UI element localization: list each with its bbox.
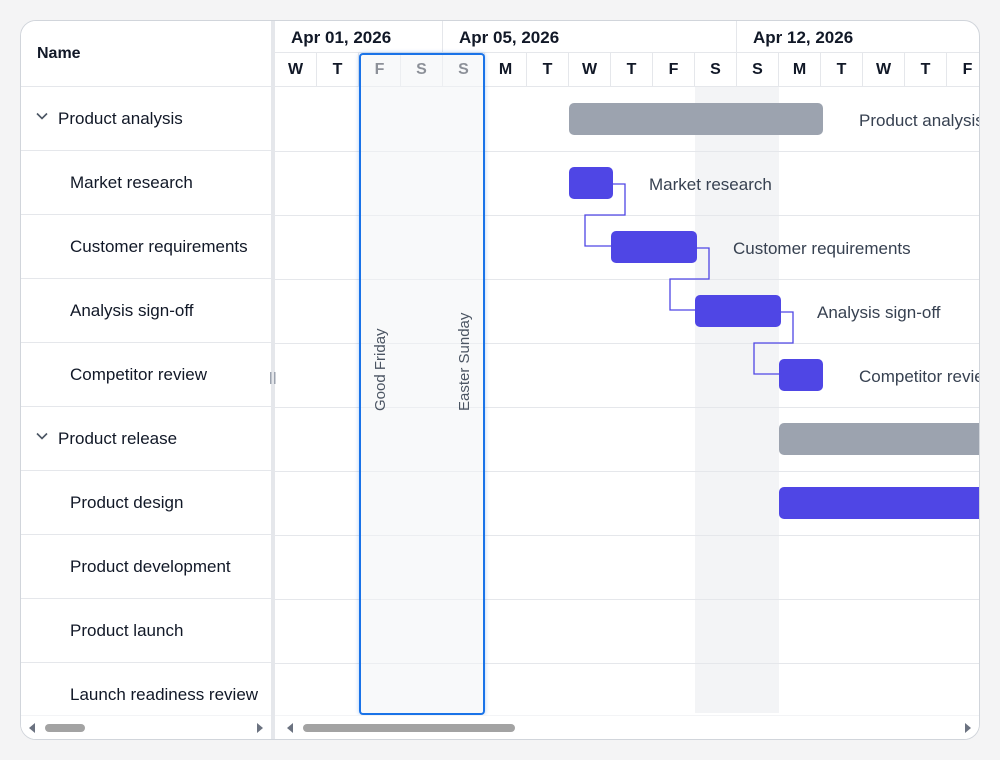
row-separator: [275, 471, 979, 472]
chevron-down-icon[interactable]: [35, 109, 49, 123]
chevron-down-icon[interactable]: [35, 429, 49, 443]
scroll-right-arrow-icon[interactable]: [965, 723, 971, 733]
gantt-chart: Name Product analysis Market research Cu…: [20, 20, 980, 740]
summary-bar-product-analysis[interactable]: [569, 103, 823, 135]
grid-scroll-thumb[interactable]: [45, 724, 85, 732]
grid-row-product-analysis[interactable]: Product analysis: [21, 87, 271, 151]
grid-horizontal-scrollbar[interactable]: [21, 715, 271, 739]
grid-row-product-release[interactable]: Product release: [21, 407, 271, 471]
task-name: Product development: [70, 557, 231, 576]
task-name: Analysis sign-off: [70, 301, 194, 320]
task-bar-analysis-sign-off[interactable]: [695, 295, 781, 327]
day-header: W: [863, 53, 905, 87]
bar-label: Analysis sign-off: [817, 303, 941, 322]
row-separator: [275, 535, 979, 536]
task-bar-competitor-review[interactable]: [779, 359, 823, 391]
column-header-name[interactable]: Name: [21, 21, 271, 87]
day-header: M: [485, 53, 527, 87]
scroll-left-arrow-icon[interactable]: [29, 723, 35, 733]
dependency-link[interactable]: [584, 183, 626, 247]
grid-row[interactable]: Launch readiness review: [21, 663, 271, 727]
task-name: Product design: [70, 493, 184, 512]
day-header: T: [821, 53, 863, 87]
week-label: Apr 12, 2026: [753, 28, 854, 47]
dependency-link[interactable]: [669, 247, 710, 311]
scroll-right-arrow-icon[interactable]: [257, 723, 263, 733]
column-header-label: Name: [37, 45, 81, 62]
timeline-scroll-thumb[interactable]: [303, 724, 515, 732]
bar-label: Competitor review: [859, 367, 979, 386]
pane-splitter[interactable]: [271, 21, 275, 739]
bar-label: Market research: [649, 175, 772, 194]
day-header: F: [947, 53, 979, 87]
week-label: Apr 05, 2026: [459, 28, 560, 47]
task-name: Product release: [58, 429, 178, 448]
holiday-highlight[interactable]: [359, 53, 485, 715]
grid-row[interactable]: Product launch: [21, 599, 271, 663]
grid-row[interactable]: Customer requirements: [21, 215, 271, 279]
weekend-shading: [695, 87, 779, 713]
task-bar-product-design[interactable]: [779, 487, 979, 519]
task-name: Competitor review: [70, 365, 207, 384]
grid-row[interactable]: Analysis sign-off: [21, 279, 271, 343]
task-name: Launch readiness review: [70, 685, 259, 704]
bar-label: Customer requirements: [733, 239, 911, 258]
day-header: F: [653, 53, 695, 87]
day-header: T: [317, 53, 359, 87]
row-separator: [275, 663, 979, 664]
resize-grip-icon[interactable]: [269, 371, 277, 385]
grid-row[interactable]: Competitor review: [21, 343, 271, 407]
dependency-link[interactable]: [753, 311, 794, 375]
week-header: Apr 01, 2026: [275, 21, 443, 53]
day-header: S: [695, 53, 737, 87]
day-header: T: [905, 53, 947, 87]
row-separator: [275, 151, 979, 152]
row-separator: [275, 343, 979, 344]
week-header: Apr 05, 2026: [443, 21, 737, 53]
task-name: Market research: [70, 173, 193, 192]
grid-row[interactable]: Product design: [21, 471, 271, 535]
timeline-chart: Apr 01, 2026 Apr 05, 2026 Apr 12, 2026 W…: [275, 21, 979, 739]
day-header: T: [611, 53, 653, 87]
day-header: T: [527, 53, 569, 87]
task-bar-customer-requirements[interactable]: [611, 231, 697, 263]
row-separator: [275, 599, 979, 600]
task-name: Customer requirements: [70, 237, 248, 256]
row-separator: [275, 407, 979, 408]
day-header: W: [569, 53, 611, 87]
task-grid: Name Product analysis Market research Cu…: [21, 21, 271, 739]
row-separator: [275, 215, 979, 216]
day-header: M: [779, 53, 821, 87]
grid-row[interactable]: Product development: [21, 535, 271, 599]
week-header: Apr 12, 2026: [737, 21, 979, 53]
row-separator: [275, 279, 979, 280]
day-header: W: [275, 53, 317, 87]
summary-bar-product-release[interactable]: [779, 423, 979, 455]
task-name: Product analysis: [58, 109, 183, 128]
task-name: Product launch: [70, 621, 184, 640]
week-label: Apr 01, 2026: [291, 28, 392, 47]
timeline-horizontal-scrollbar[interactable]: [275, 715, 979, 739]
bar-label: Product analysis: [859, 111, 979, 130]
day-header: S: [737, 53, 779, 87]
grid-row[interactable]: Market research: [21, 151, 271, 215]
scroll-left-arrow-icon[interactable]: [287, 723, 293, 733]
task-bar-market-research[interactable]: [569, 167, 613, 199]
